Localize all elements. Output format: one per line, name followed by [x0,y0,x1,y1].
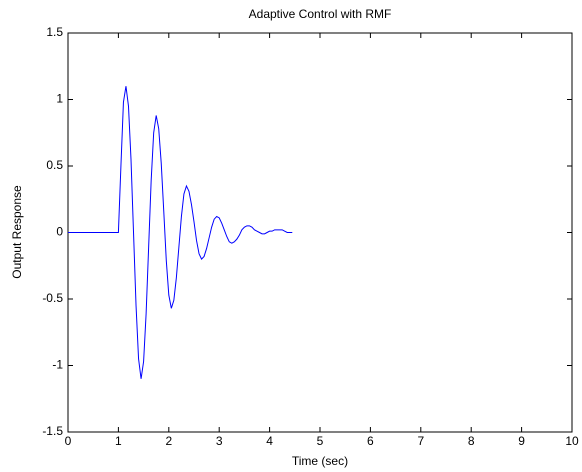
y-tick-label: -1 [52,358,63,372]
x-tick-label: 10 [565,434,579,448]
y-tick-label: 0.5 [46,158,63,172]
y-tick-label: 1.5 [46,25,63,39]
y-tick-label: -1.5 [42,424,63,438]
x-tick-label: 0 [65,434,72,448]
x-tick-label: 4 [266,434,273,448]
plot-box [67,32,573,433]
chart-title: Adaptive Control with RMF [249,7,392,21]
y-tick-label: 1 [56,92,63,106]
y-axis-label: Output Response [10,185,24,279]
x-tick-label: 7 [417,434,424,448]
y-tick-label: -0.5 [42,291,63,305]
x-tick-label: 9 [518,434,525,448]
x-axis-label: Time (sec) [292,454,348,468]
x-tick-label: 8 [468,434,475,448]
x-tick-label: 2 [165,434,172,448]
x-tick-label: 1 [115,434,122,448]
x-tick-label: 6 [367,434,374,448]
y-tick-label: 0 [56,225,63,239]
x-tick-label: 3 [216,434,223,448]
x-tick-label: 5 [317,434,324,448]
data-line [68,86,293,379]
